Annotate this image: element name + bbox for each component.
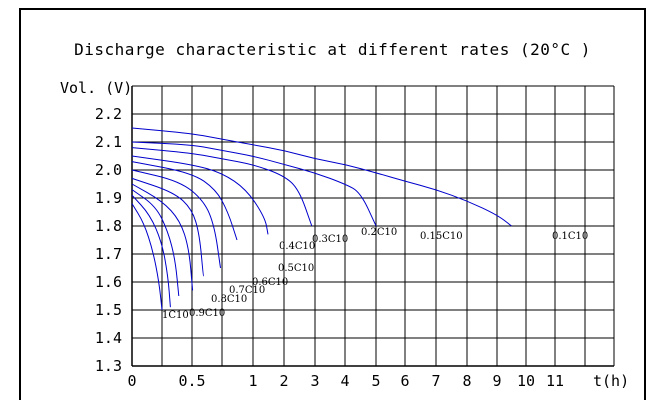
x-tick-label: 2 [279, 372, 288, 390]
curve-0-7C10 [131, 183, 194, 291]
curve-label-0-2C10: 0.2C10 [361, 227, 397, 238]
x-tick-label: 5 [371, 372, 380, 390]
x-axis-label: t(h) [593, 372, 629, 390]
x-tick-label: 11 [546, 372, 564, 390]
y-tick-label: 1.4 [95, 329, 122, 347]
grid [131, 85, 615, 367]
curve-0-1C10 [131, 127, 513, 227]
curve-0-2C10 [131, 147, 313, 227]
y-tick-label: 1.5 [95, 301, 122, 319]
discharge-curves [131, 127, 513, 311]
curve-label-0-9C10: 0.9C10 [189, 308, 225, 319]
curve-label-0-1C10: 0.1C10 [552, 231, 588, 242]
x-tick-label: 3 [310, 372, 319, 390]
y-tick-label: 2.0 [95, 161, 122, 179]
curve-label-0-8C10: 0.8C10 [211, 294, 247, 305]
tick-labels: 1.3 1.4 1.5 1.6 1.7 1.8 1.9 2.0 2.1 2.2 0 0.5 1 2 3 4 5 6… [95, 105, 564, 390]
curve-0-9C10 [131, 194, 171, 308]
x-tick-label: 0 [127, 372, 136, 390]
curve-1C10 [131, 203, 163, 311]
curve-label-0-3C10: 0.3C10 [312, 234, 348, 245]
x-tick-label: 7 [431, 372, 440, 390]
y-tick-label: 1.9 [95, 189, 122, 207]
x-tick-label: 8 [462, 372, 471, 390]
curve-label-0-4C10: 0.4C10 [279, 241, 315, 252]
curve-label-0-5C10: 0.5C10 [278, 263, 314, 274]
x-tick-label: 1 [248, 372, 257, 390]
y-tick-label: 2.1 [95, 133, 122, 151]
curve-0-3C10 [131, 155, 269, 235]
curve-label-1C10: 1C10 [162, 310, 189, 321]
x-tick-label: 6 [400, 372, 409, 390]
curve-0-8C10 [131, 189, 180, 297]
y-tick-label: 2.2 [95, 105, 122, 123]
chart-frame [19, 8, 646, 400]
x-tick-label: 4 [340, 372, 349, 390]
y-axis-label: Vol. (V) [60, 79, 132, 97]
y-tick-label: 1.8 [95, 217, 122, 235]
x-tick-label: 10 [517, 372, 535, 390]
curve-label-0-7C10: 0.7C10 [229, 285, 265, 296]
x-tick-label: 0.5 [178, 372, 205, 390]
curve-label-0-6C10: 0.6C10 [252, 277, 288, 288]
curve-0-4C10 [131, 161, 238, 241]
y-tick-label: 1.6 [95, 273, 122, 291]
chart-title: Discharge characteristic at different ra… [74, 40, 591, 59]
curve-0-15C10 [131, 141, 377, 227]
x-tick-label: 9 [492, 372, 501, 390]
curve-label-0-15C10: 0.15C10 [420, 231, 463, 242]
curve-0-5C10 [131, 169, 221, 269]
y-tick-label: 1.7 [95, 245, 122, 263]
curve-0-6C10 [131, 177, 204, 277]
y-tick-label: 1.3 [95, 357, 122, 375]
